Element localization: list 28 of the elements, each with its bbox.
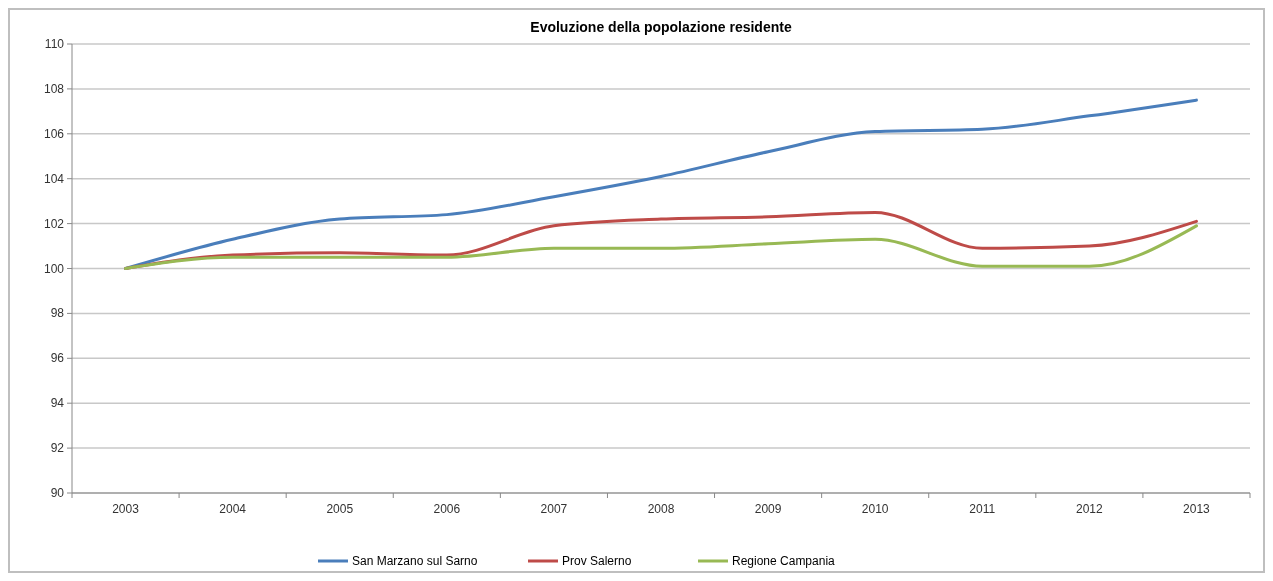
y-tick-label: 110 bbox=[44, 37, 65, 51]
x-tick-label: 2010 bbox=[861, 502, 889, 516]
y-tick-label: 92 bbox=[50, 441, 65, 456]
line-series bbox=[124, 98, 1198, 270]
y-tick-label: 104 bbox=[43, 171, 65, 186]
legend-label: Prov Salerno bbox=[562, 554, 632, 568]
y-tick-label: 90 bbox=[50, 486, 65, 500]
x-tick-label: 2003 bbox=[112, 502, 140, 516]
x-tick-label: 2006 bbox=[433, 502, 461, 516]
line-series bbox=[124, 224, 1198, 270]
y-tick-label: 96 bbox=[50, 351, 65, 366]
x-tick-label: 2009 bbox=[754, 502, 782, 516]
x-tick-label: 2012 bbox=[1076, 502, 1104, 516]
y-tick-label: 108 bbox=[43, 81, 65, 96]
x-tick-label: 2005 bbox=[326, 502, 354, 516]
x-tick-label: 2008 bbox=[647, 502, 675, 516]
x-tick-label: 2004 bbox=[219, 502, 247, 516]
x-tick-label: 2011 bbox=[969, 502, 996, 516]
chart-title: Evoluzione della popolazione residente bbox=[530, 19, 792, 35]
x-tick-label: 2007 bbox=[540, 502, 568, 516]
y-tick-label: 106 bbox=[43, 126, 65, 141]
y-tick-label: 94 bbox=[50, 396, 65, 411]
y-tick-label: 100 bbox=[43, 261, 65, 276]
legend-label: Regione Campania bbox=[732, 554, 836, 568]
x-tick-label: 2013 bbox=[1183, 502, 1211, 516]
y-tick-label: 102 bbox=[43, 216, 65, 231]
legend-label: San Marzano sul Sarno bbox=[352, 554, 478, 568]
y-tick-label: 98 bbox=[50, 306, 65, 321]
